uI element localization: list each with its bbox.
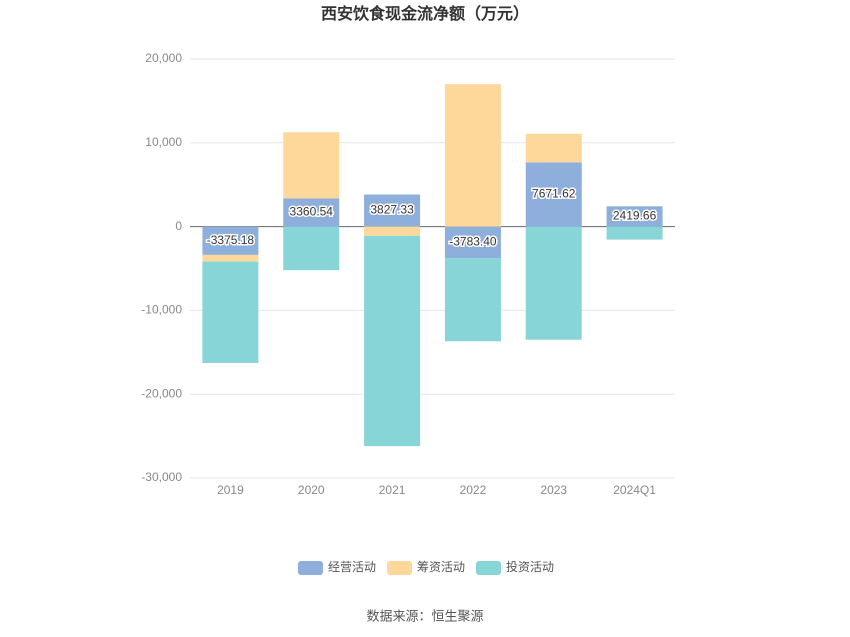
y-tick-label: 0 xyxy=(175,219,182,233)
x-tick-label: 2021 xyxy=(379,483,406,497)
bar-segment xyxy=(202,226,259,255)
value-label: 3827.33 xyxy=(370,203,414,217)
x-tick-label: 2019 xyxy=(217,483,244,497)
source: 数据来源：恒生聚源 xyxy=(366,608,483,623)
value-label: 2419.66 xyxy=(613,209,657,223)
y-tick-label: 10,000 xyxy=(145,135,182,149)
bar-segment xyxy=(444,226,501,259)
bar-segment xyxy=(364,226,421,236)
bar-segment xyxy=(283,198,340,227)
y-tick-label: -20,000 xyxy=(141,386,182,400)
bar-segment xyxy=(283,226,340,271)
x-tick-label: 2022 xyxy=(460,483,487,497)
y-tick-label: -30,000 xyxy=(141,470,182,484)
value-label: 3360.54 xyxy=(290,205,334,219)
value-label: -3783.40 xyxy=(449,235,497,249)
chart-title: 西安饮食现金流净额（万元） xyxy=(321,4,529,23)
value-label: 7671.62 xyxy=(532,187,576,201)
legend-label: 经营活动 xyxy=(328,560,376,574)
bar-segment xyxy=(606,226,663,240)
legend-swatch xyxy=(298,561,323,575)
legend-label: 筹资活动 xyxy=(417,560,465,574)
bar-segment xyxy=(525,162,582,227)
value-label: -3375.18 xyxy=(207,233,255,247)
bar-segment xyxy=(444,84,501,227)
bar-segment xyxy=(525,133,582,163)
y-tick-label: 20,000 xyxy=(145,51,182,65)
bar-segment xyxy=(525,226,582,340)
bar-segment xyxy=(364,235,421,447)
legend-swatch xyxy=(387,561,412,575)
bar-segment xyxy=(283,132,340,199)
bar-segment xyxy=(202,254,259,262)
x-tick-label: 2020 xyxy=(298,483,325,497)
legend-label: 投资活动 xyxy=(506,559,554,574)
bar-segment xyxy=(202,261,259,363)
bar-segment xyxy=(364,194,421,227)
y-tick-label: -10,000 xyxy=(141,303,182,317)
x-tick-label: 2024Q1 xyxy=(613,483,656,497)
legend-swatch xyxy=(476,561,501,575)
bar-segment xyxy=(606,206,663,227)
bar-segment xyxy=(444,258,501,342)
x-tick-label: 2023 xyxy=(540,483,567,497)
